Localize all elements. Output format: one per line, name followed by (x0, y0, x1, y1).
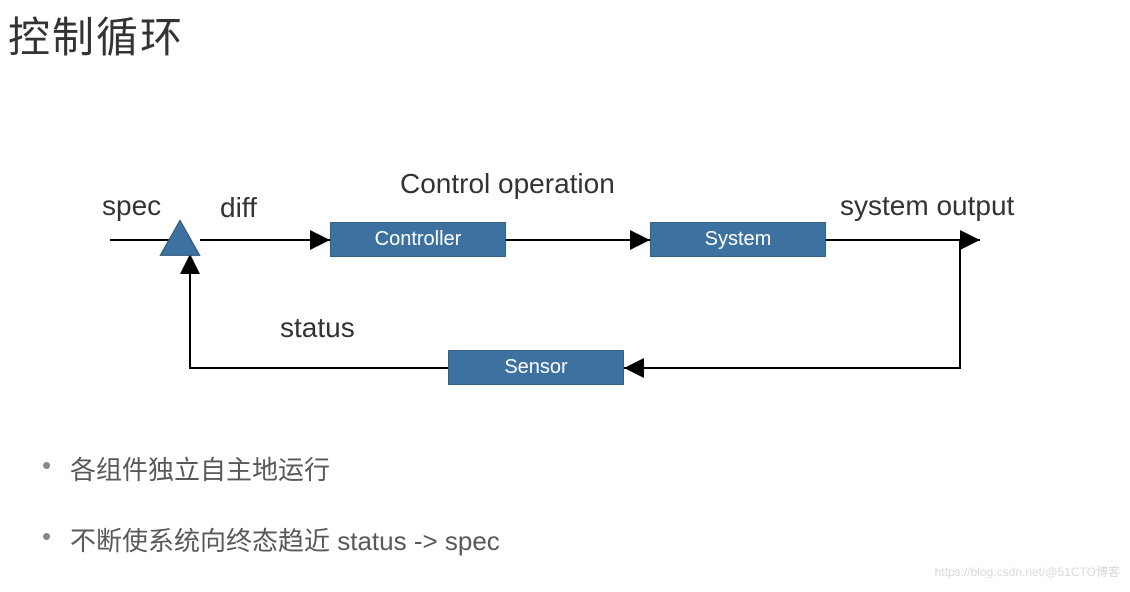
system-label: System (705, 228, 772, 251)
system-node: System (650, 222, 826, 257)
status-label: status (280, 312, 355, 344)
bullet-list: 各组件独立自主地运行 不断使系统向终态趋近 status -> spec (42, 450, 500, 592)
page-title: 控制循环 (8, 4, 184, 65)
list-item: 不断使系统向终态趋近 status -> spec (42, 521, 500, 558)
system-output-label: system output (840, 190, 1014, 222)
spec-label: spec (102, 190, 161, 222)
summing-triangle-icon (160, 220, 200, 255)
list-item: 各组件独立自主地运行 (42, 450, 500, 487)
controller-node: Controller (330, 222, 506, 257)
control-loop-diagram: Controller System Sensor spec diff Contr… (60, 150, 1080, 410)
diff-label: diff (220, 192, 257, 224)
sensor-label: Sensor (504, 356, 567, 379)
control-operation-label: Control operation (400, 168, 615, 200)
sensor-node: Sensor (448, 350, 624, 385)
watermark-text: https://blog.csdn.net/@51CTO博客 (935, 563, 1120, 580)
controller-label: Controller (375, 228, 462, 251)
